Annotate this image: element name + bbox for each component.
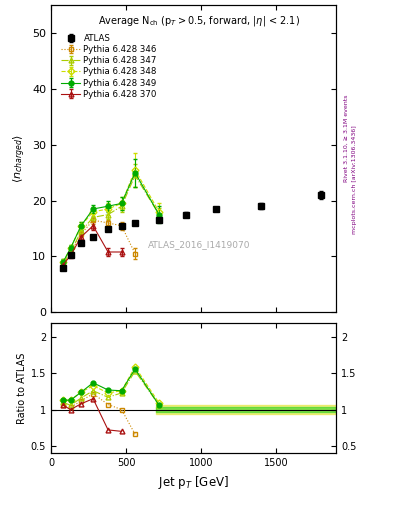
Text: Average N$_{\rm ch}$ (p$_T$$>$0.5, forward, |$\eta$| < 2.1): Average N$_{\rm ch}$ (p$_T$$>$0.5, forwa… xyxy=(98,14,300,28)
Y-axis label: Ratio to ATLAS: Ratio to ATLAS xyxy=(17,352,27,423)
Y-axis label: $\langle n_{charged} \rangle$: $\langle n_{charged} \rangle$ xyxy=(11,134,28,183)
Text: mcplots.cern.ch [arXiv:1306.3436]: mcplots.cern.ch [arXiv:1306.3436] xyxy=(352,125,357,233)
Text: Rivet 3.1.10, ≥ 3.1M events: Rivet 3.1.10, ≥ 3.1M events xyxy=(344,95,349,182)
Legend: ATLAS, Pythia 6.428 346, Pythia 6.428 347, Pythia 6.428 348, Pythia 6.428 349, P: ATLAS, Pythia 6.428 346, Pythia 6.428 34… xyxy=(61,34,157,99)
Text: ATLAS_2016_I1419070: ATLAS_2016_I1419070 xyxy=(148,240,250,249)
X-axis label: Jet p$_T$ [GeV]: Jet p$_T$ [GeV] xyxy=(158,474,229,490)
